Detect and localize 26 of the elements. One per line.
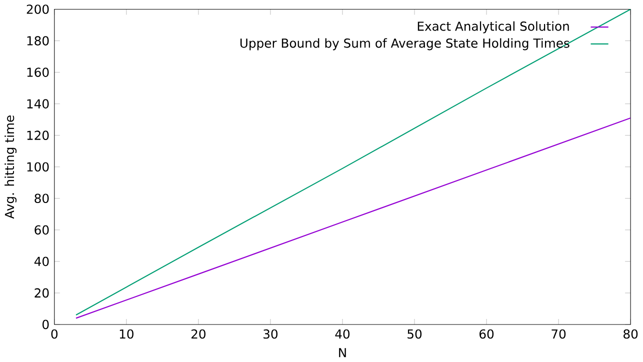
legend-label: Exact Analytical Solution xyxy=(418,21,569,34)
x-axis-title: N xyxy=(339,348,346,358)
y-tick-label: 80 xyxy=(34,194,49,204)
y-tick-label: 160 xyxy=(27,68,49,78)
x-tick-label: 70 xyxy=(552,329,566,339)
x-tick-label: 50 xyxy=(408,329,422,339)
y-tick-label: 100 xyxy=(27,162,49,172)
y-tick-label: 0 xyxy=(42,320,49,330)
y-tick-label: 120 xyxy=(27,130,49,140)
x-tick-label: 20 xyxy=(191,329,206,339)
y-tick-label: 20 xyxy=(34,288,49,298)
y-tick-label: 200 xyxy=(26,4,49,14)
y-tick-label: 180 xyxy=(27,36,49,46)
x-tick-label: 40 xyxy=(335,329,350,339)
legend-label: Upper Bound by Sum of Average State Holding Times xyxy=(240,38,570,50)
line-series xyxy=(75,118,631,319)
x-tick-label: 60 xyxy=(480,329,494,339)
y-axis-title: Avg. hitting time xyxy=(4,116,17,219)
y-tick-label: 140 xyxy=(27,99,49,109)
x-tick-label: 10 xyxy=(120,329,134,339)
y-tick-label: 40 xyxy=(34,256,49,266)
x-tick-label: 0 xyxy=(51,329,58,339)
y-tick-label: 60 xyxy=(34,225,49,235)
line-series xyxy=(75,9,631,316)
x-tick-label: 30 xyxy=(264,329,278,339)
x-tick-label: 80 xyxy=(624,329,638,339)
